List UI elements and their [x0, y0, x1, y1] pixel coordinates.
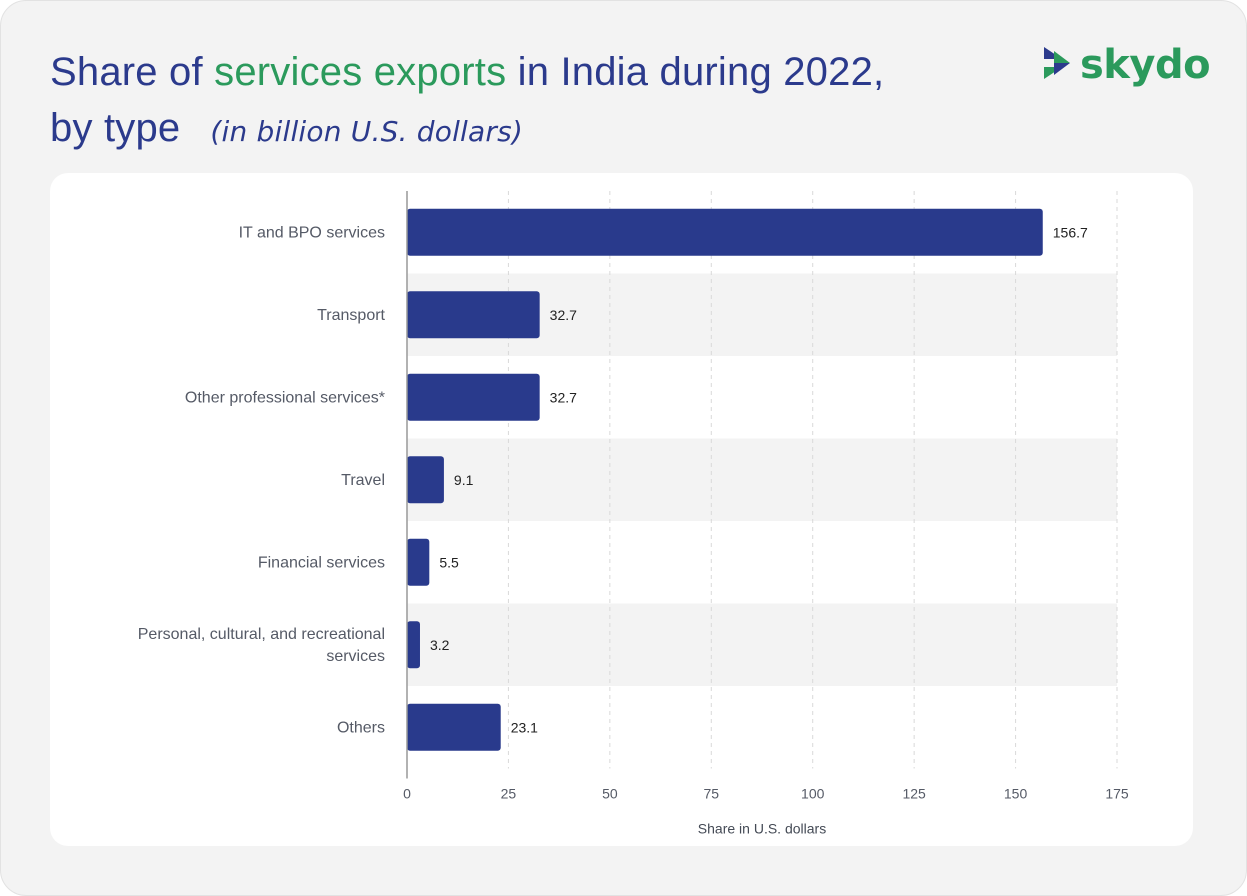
bar — [407, 621, 420, 669]
x-axis-title: Share in U.S. dollars — [698, 821, 826, 837]
category-label: Other professional services* — [185, 389, 385, 406]
x-tick-label: 175 — [1105, 786, 1129, 802]
x-tick-label: 75 — [703, 786, 719, 802]
title-part2: in India during 2022, — [506, 50, 885, 94]
value-label: 5.5 — [439, 554, 459, 570]
row-band — [407, 438, 1117, 521]
x-tick-label: 100 — [801, 786, 825, 802]
bar — [407, 208, 1043, 256]
logo-text: skydo — [1080, 42, 1211, 88]
category-label: Personal, cultural, and recreational — [138, 626, 385, 643]
row-band — [407, 603, 1117, 686]
x-tick-label: 125 — [902, 786, 926, 802]
skydo-chevron-icon — [1040, 43, 1074, 88]
title-accent: services exports — [214, 50, 507, 94]
value-label: 9.1 — [454, 472, 474, 488]
x-tick-label: 150 — [1004, 786, 1028, 802]
bar — [407, 291, 540, 339]
category-label: Travel — [341, 472, 385, 489]
title-part1: Share of — [50, 50, 215, 94]
category-label: services — [326, 648, 385, 665]
value-label: 32.7 — [550, 389, 577, 405]
title-line2: by type — [50, 106, 181, 150]
x-tick-label: 0 — [403, 786, 411, 802]
bar — [407, 538, 430, 586]
bar — [407, 456, 444, 504]
bar-chart: 156.7 IT and BPO services 32.7 Transport 32.… — [138, 191, 1129, 837]
bar — [407, 373, 540, 421]
value-label: 32.7 — [550, 307, 577, 323]
category-label: Transport — [317, 307, 385, 324]
chart-subtitle: (in billion U.S. dollars) — [210, 115, 524, 148]
value-label: 156.7 — [1053, 224, 1088, 240]
category-label: Financial services — [258, 554, 385, 571]
category-label: IT and BPO services — [239, 224, 385, 241]
value-label: 23.1 — [511, 719, 538, 735]
x-tick-label: 50 — [602, 786, 618, 802]
value-label: 3.2 — [430, 637, 450, 653]
x-tick-label: 25 — [501, 786, 517, 802]
chart-card: 156.7 IT and BPO services 32.7 Transport 32.… — [50, 173, 1193, 846]
skydo-logo: skydo — [1040, 40, 1211, 90]
category-label: Others — [337, 719, 385, 736]
chart-title: Share of services exports in India durin… — [50, 44, 884, 160]
bar — [407, 703, 501, 751]
